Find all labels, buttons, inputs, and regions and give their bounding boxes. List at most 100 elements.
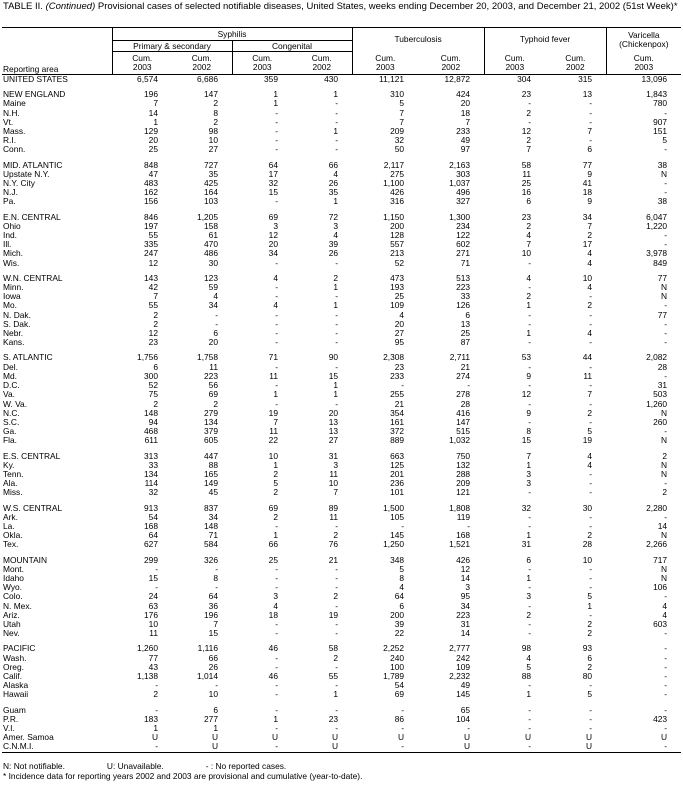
cell: 32 (394, 136, 405, 146)
cell: - (528, 417, 532, 427)
cell: - (664, 240, 668, 250)
area-cell: Wash. (3, 653, 27, 663)
cell: 46 (268, 671, 278, 681)
cell: 38 (657, 197, 668, 207)
cell: 2 (587, 408, 593, 418)
cell: 6 (526, 555, 532, 565)
table-row: Ind. 55 61 12 4 128 122 4 2 - (2, 231, 681, 240)
cell: 121 (456, 488, 471, 498)
cell: 77 (657, 273, 668, 283)
table-row: Utah 10 7 - - 39 31 - 2 603 (2, 620, 681, 629)
cell: - (215, 583, 218, 593)
cell: 14 (460, 629, 471, 639)
cell: 18 (460, 108, 471, 118)
cell: 165 (204, 469, 218, 479)
cell: 611 (144, 436, 158, 446)
cell: 156 (144, 197, 158, 207)
area-cell: W.S. CENTRAL (3, 503, 63, 513)
area-cell: Iowa (3, 292, 21, 302)
table-row: P.R. 183 277 1 23 86 104 - - 423 (2, 715, 681, 724)
cell: 4 (526, 273, 532, 283)
cell: - (528, 319, 532, 329)
cell: 122 (456, 231, 471, 241)
cell: 5 (399, 564, 405, 574)
cell: - (335, 338, 339, 348)
cell: 2,082 (646, 353, 668, 363)
cell: 10 (208, 136, 218, 146)
cell: - (589, 117, 593, 127)
cell: 151 (653, 127, 668, 137)
cell: 424 (456, 90, 471, 100)
cell: 2 (587, 301, 593, 311)
cell: 25 (268, 555, 278, 565)
cell: 129 (144, 127, 158, 137)
column-header-line: 2002 (441, 61, 461, 72)
cell: 10 (582, 555, 593, 565)
cell: - (275, 283, 278, 293)
cell: 15 (521, 436, 532, 446)
cell: U (464, 733, 471, 743)
cell: - (664, 338, 668, 348)
area-cell: Mont. (3, 564, 24, 574)
cell: 2 (153, 399, 158, 409)
cell: 87 (460, 338, 471, 348)
area-cell: Mass. (3, 127, 26, 137)
column-header: Cum. 2003 (483, 51, 546, 75)
table-row: Mass. 129 98 - 1 209 233 12 7 151 (2, 127, 681, 136)
cell: - (275, 127, 278, 137)
cell: 55 (328, 671, 339, 681)
cell: 372 (390, 427, 405, 437)
group-header-line: Varicella (628, 29, 660, 40)
cell: 55 (148, 301, 158, 311)
cell: 147 (204, 90, 218, 100)
area-cell: Md. (3, 371, 17, 381)
table-row: E.S. CENTRAL 313 447 10 31 663 750 7 4 2 (2, 452, 681, 461)
cell: 1 (333, 301, 339, 311)
cell: 8 (399, 573, 405, 583)
cell: 33 (148, 460, 158, 470)
cell: 4 (273, 601, 278, 611)
continued: (Continued) (45, 1, 96, 12)
cell: 23 (521, 212, 532, 222)
cell: 77 (657, 310, 668, 320)
table-row: Guam - 6 - - - 65 - - - (2, 706, 681, 715)
cell: 513 (456, 273, 471, 283)
table-body: UNITED STATES 6,574 6,686 359 430 11,121 12,87… (2, 74, 682, 753)
table-row: Ohio 197 158 3 3 200 234 2 7 1,220 (2, 222, 681, 231)
cell: 31 (460, 619, 471, 629)
cell: 2 (587, 531, 593, 541)
area-cell: Maine (3, 99, 26, 109)
cell: - (589, 417, 593, 427)
cell: - (335, 136, 339, 146)
cell: 34 (460, 601, 471, 611)
cell: 106 (653, 583, 668, 593)
cell: - (335, 292, 339, 302)
cell: - (589, 381, 593, 391)
cell: - (664, 512, 668, 522)
cell: N (661, 564, 668, 574)
area-cell: N.Y. City (3, 179, 35, 189)
cell: 77 (148, 653, 158, 663)
cell: - (335, 705, 339, 715)
cell: - (275, 662, 278, 672)
area-cell: Idaho (3, 573, 24, 583)
cell: 125 (390, 460, 405, 470)
cell: - (335, 619, 339, 629)
cell: 93 (582, 644, 593, 654)
cell: 94 (148, 417, 158, 427)
cell: 327 (456, 197, 471, 207)
cell: 430 (324, 74, 339, 84)
cell: 7 (399, 117, 405, 127)
cell: N (661, 436, 668, 446)
cell: - (528, 99, 532, 109)
cell: 77 (582, 160, 593, 170)
cell: 21 (460, 362, 471, 372)
cell: - (275, 362, 278, 372)
cell: 54 (394, 681, 405, 691)
cell: 71 (460, 258, 471, 268)
cell: - (528, 310, 532, 320)
cell: - (528, 381, 532, 391)
cell: N (661, 292, 668, 302)
cell: - (335, 108, 339, 118)
area-cell: Calif. (3, 671, 23, 681)
